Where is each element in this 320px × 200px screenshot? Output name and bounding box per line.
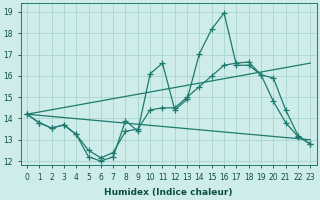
X-axis label: Humidex (Indice chaleur): Humidex (Indice chaleur) bbox=[104, 188, 233, 197]
